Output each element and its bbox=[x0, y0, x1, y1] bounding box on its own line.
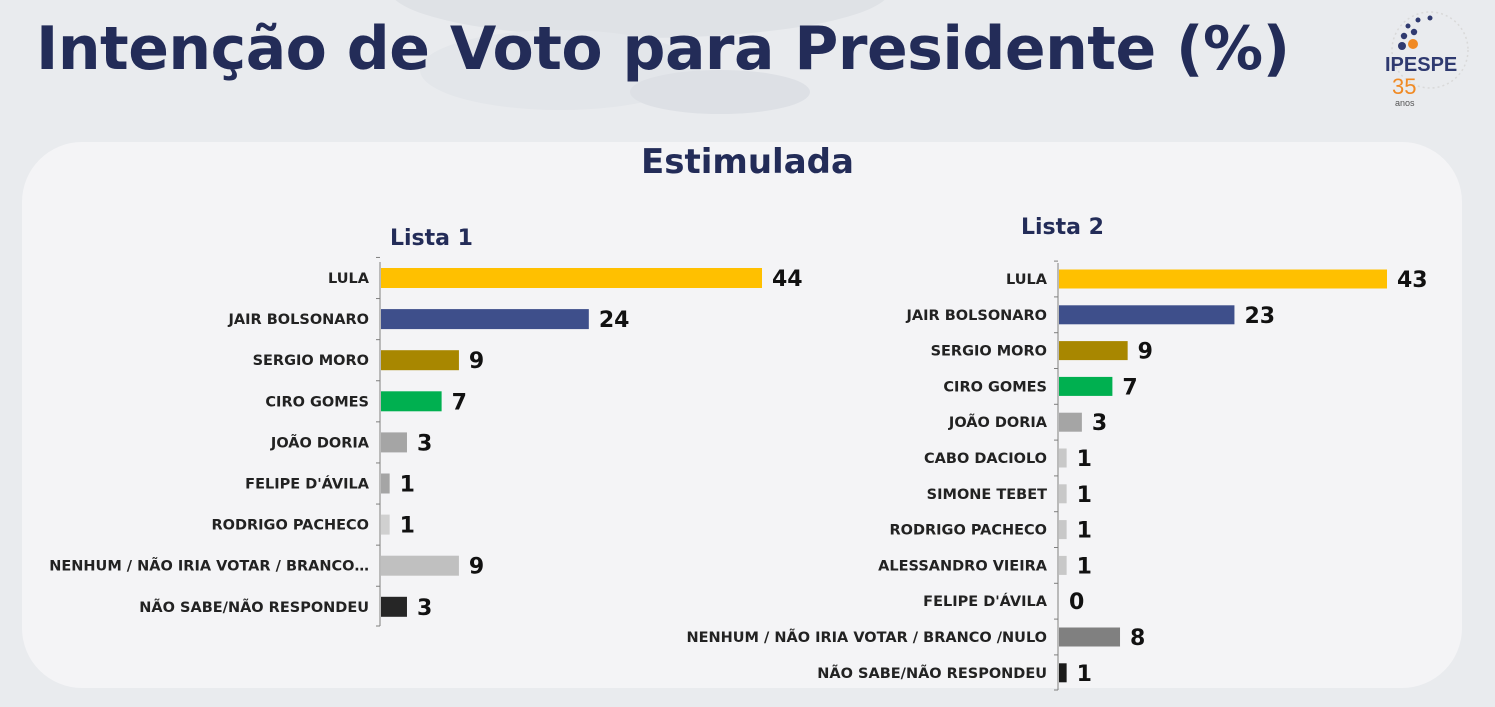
bar bbox=[1059, 484, 1067, 504]
chart-title-2: Lista 2 bbox=[1021, 215, 1104, 240]
category-label: CABO DACIOLO bbox=[924, 451, 1047, 467]
data-label: 24 bbox=[599, 308, 630, 333]
category-label: ALESSANDRO VIEIRA bbox=[878, 558, 1048, 574]
category-label: FELIPE D'ÁVILA bbox=[245, 476, 370, 493]
category-label: RODRIGO PACHECO bbox=[211, 518, 369, 534]
bar bbox=[1059, 627, 1121, 647]
data-label: 1 bbox=[1077, 483, 1092, 508]
bar bbox=[381, 350, 459, 371]
category-label: LULA bbox=[328, 271, 370, 287]
bar bbox=[1059, 376, 1113, 396]
category-label: NENHUM / NÃO IRIA VOTAR / BRANCO /NULO bbox=[686, 629, 1047, 646]
chart-title-1: Lista 1 bbox=[390, 226, 473, 251]
data-label: 1 bbox=[1077, 554, 1092, 579]
bar bbox=[381, 268, 762, 288]
data-label: 1 bbox=[400, 473, 415, 498]
data-label: 23 bbox=[1244, 304, 1275, 329]
logo-number: 35 bbox=[1392, 74, 1416, 99]
bar bbox=[381, 514, 390, 535]
category-label: JOÃO DORIA bbox=[948, 414, 1048, 431]
category-label: SIMONE TEBET bbox=[927, 487, 1047, 503]
bar bbox=[1059, 412, 1082, 432]
data-label: 44 bbox=[772, 267, 803, 292]
bar bbox=[381, 432, 407, 453]
category-label: JAIR BOLSONARO bbox=[228, 312, 369, 328]
data-label: 1 bbox=[400, 514, 415, 539]
data-label: 0 bbox=[1069, 590, 1084, 615]
data-label: 1 bbox=[1077, 519, 1092, 544]
category-label: CIRO GOMES bbox=[265, 394, 369, 410]
data-label: 9 bbox=[469, 555, 484, 580]
bar bbox=[381, 596, 407, 617]
category-label: NENHUM / NÃO IRIA VOTAR / BRANCO… bbox=[49, 558, 369, 575]
data-label: 8 bbox=[1130, 626, 1145, 651]
bar bbox=[1059, 663, 1067, 683]
bar bbox=[381, 473, 390, 494]
bar bbox=[1059, 341, 1128, 361]
logo-suffix: anos bbox=[1395, 98, 1415, 108]
category-label: SERGIO MORO bbox=[253, 353, 369, 369]
bar bbox=[1059, 269, 1387, 289]
bar bbox=[1059, 448, 1067, 468]
data-label: 3 bbox=[1092, 411, 1107, 436]
ipespe-logo: IPESPE 35 anos bbox=[1385, 11, 1469, 108]
category-label: CIRO GOMES bbox=[943, 379, 1047, 395]
bar bbox=[381, 555, 459, 576]
data-label: 1 bbox=[1077, 447, 1092, 472]
data-label: 43 bbox=[1397, 268, 1428, 293]
category-label: LULA bbox=[1006, 272, 1048, 288]
bar bbox=[1059, 305, 1235, 325]
category-label: NÃO SABE/NÃO RESPONDEU bbox=[139, 599, 369, 616]
data-label: 1 bbox=[1077, 662, 1092, 687]
chart-panel bbox=[22, 142, 1462, 688]
category-label: RODRIGO PACHECO bbox=[889, 523, 1047, 539]
logo-name: IPESPE bbox=[1385, 54, 1457, 76]
data-label: 3 bbox=[417, 431, 432, 456]
bar bbox=[1059, 520, 1067, 540]
category-label: JOÃO DORIA bbox=[270, 434, 370, 451]
category-label: JAIR BOLSONARO bbox=[906, 308, 1047, 324]
page-title: Intenção de Voto para Presidente (%) bbox=[36, 14, 1290, 84]
bar bbox=[1059, 555, 1067, 575]
data-label: 7 bbox=[452, 390, 467, 415]
category-label: FELIPE D'ÁVILA bbox=[923, 593, 1048, 610]
bar bbox=[381, 309, 589, 330]
bar bbox=[381, 391, 442, 412]
data-label: 7 bbox=[1122, 375, 1137, 400]
data-label: 9 bbox=[469, 349, 484, 374]
data-label: 9 bbox=[1138, 340, 1153, 365]
category-label: NÃO SABE/NÃO RESPONDEU bbox=[817, 665, 1047, 682]
data-label: 3 bbox=[417, 596, 432, 621]
category-label: SERGIO MORO bbox=[931, 344, 1047, 360]
chart-subtitle: Estimulada bbox=[641, 142, 854, 182]
